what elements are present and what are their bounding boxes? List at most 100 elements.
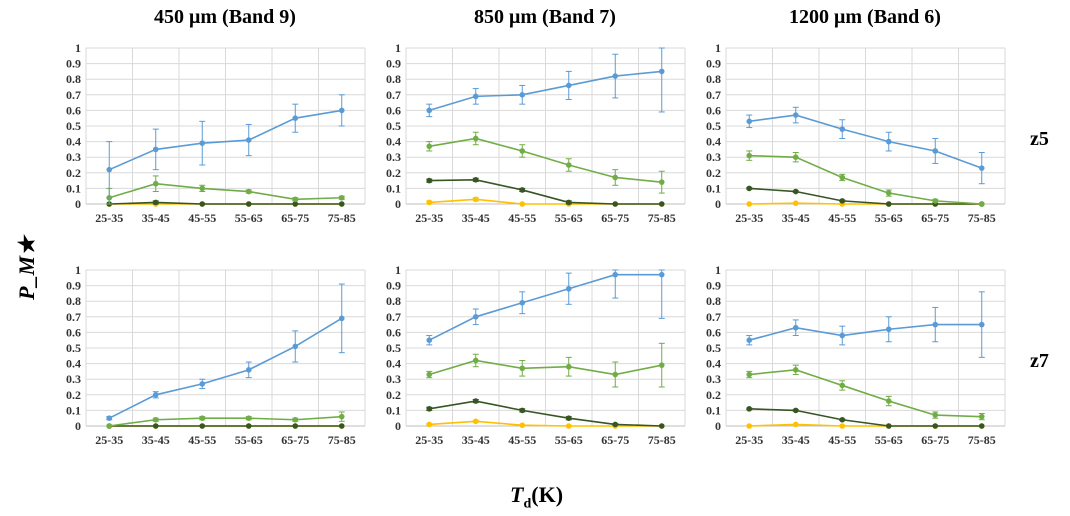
data-point [839,423,846,429]
data-point [245,423,252,429]
y-tick-label: 0.7 [66,310,81,324]
data-point [472,398,479,404]
y-tick-label: 0.6 [706,325,721,339]
x-tick-label: 55-65 [555,211,583,225]
data-point [885,190,892,196]
y-tick-label: 1 [395,263,401,277]
x-axis-label-unit: (K) [531,482,564,507]
y-tick-label: 1 [75,41,81,55]
data-point [839,382,846,389]
data-point [612,371,619,378]
data-point [658,68,665,75]
x-tick-label: 55-65 [235,211,263,225]
data-point [152,199,159,206]
data-point [839,126,846,132]
y-tick-label: 0.3 [386,150,401,164]
chart-panel-1: 0 0.10.2 0.30.4 0.5 0.60.7 0.80.9 1 25-35 35-45 4… [66,41,366,225]
y-tick-label: 0.9 [706,57,721,71]
data-point [885,423,892,429]
x-axis-label-subscript: d [523,496,532,512]
y-tick-label: 0.5 [386,119,401,133]
y-tick-label: 0.4 [66,357,81,371]
data-point [426,337,433,343]
data-point [292,201,299,207]
data-point [199,201,206,207]
data-point [565,363,572,370]
data-point [472,93,479,100]
data-point [519,299,526,306]
y-tick-label: 0 [715,419,721,433]
data-point [152,146,159,153]
data-point [472,418,479,425]
y-tick-label: 0.1 [386,181,401,195]
data-point [519,92,526,98]
series-line [109,182,342,201]
y-tick-label: 0.8 [66,72,81,86]
y-tick-label: 0.6 [386,103,401,117]
x-tick-label: 35-45 [142,433,170,447]
y-tick-label: 0.6 [706,103,721,117]
y-tick-label: 0.6 [386,325,401,339]
series-line [749,154,982,205]
x-tick-label: 45-55 [828,433,856,447]
data-point [658,201,665,207]
x-tick-label: 25-35 [415,211,443,225]
data-point [152,392,159,398]
data-point [932,148,939,154]
data-point [106,415,113,421]
x-tick-label: 35-45 [782,211,810,225]
y-tick-label: 0.5 [66,119,81,133]
series-line [429,70,662,112]
column-title-band7: 850 μm (Band 7) [474,6,616,28]
data-point [746,201,753,207]
data-point [472,177,479,183]
data-point [565,162,572,168]
y-tick-label: 0.7 [386,310,401,324]
data-point [152,180,159,187]
y-tick-label: 0.1 [706,403,721,417]
y-tick-label: 0.4 [386,357,401,371]
x-tick-label: 45-55 [188,433,216,447]
series-line [429,400,662,427]
y-tick-label: 0.2 [386,166,401,180]
data-point [426,143,433,150]
series-line [749,408,982,427]
data-point [426,107,433,114]
y-tick-label: 0 [75,419,81,433]
data-point [658,179,665,185]
data-point [199,185,206,192]
chart-panel-3: 0 0.10.2 0.30.4 0.5 0.60.7 0.80.9 1 25-35 35-45 4… [706,41,1006,225]
y-tick-label: 0.3 [66,150,81,164]
data-point [792,367,799,373]
x-tick-label: 55-65 [555,433,583,447]
data-point [792,407,799,414]
data-point [839,198,846,204]
data-point [932,412,939,418]
data-point [338,194,345,201]
data-point [565,285,572,292]
data-point [978,165,985,171]
data-point [746,371,753,378]
row-label-z7: z7 [1030,350,1049,372]
y-tick-label: 0.2 [706,166,721,180]
data-point [792,188,799,195]
data-point [472,196,479,203]
x-tick-label: 65-75 [601,433,629,447]
x-tick-label: 25-35 [415,433,443,447]
data-point [839,332,846,339]
series-line [109,415,342,427]
x-tick-label: 55-65 [875,211,903,225]
data-point [885,326,892,333]
data-point [932,198,939,204]
data-point [792,154,799,160]
y-tick-label: 0.7 [66,88,81,102]
data-point [245,188,252,195]
data-point [565,199,572,206]
y-tick-label: 0.7 [706,88,721,102]
y-tick-label: 0.2 [66,388,81,402]
data-point [565,415,572,421]
data-point [292,343,299,350]
x-tick-label: 75-85 [328,211,356,225]
data-point [292,196,299,203]
y-tick-label: 0.7 [706,310,721,324]
